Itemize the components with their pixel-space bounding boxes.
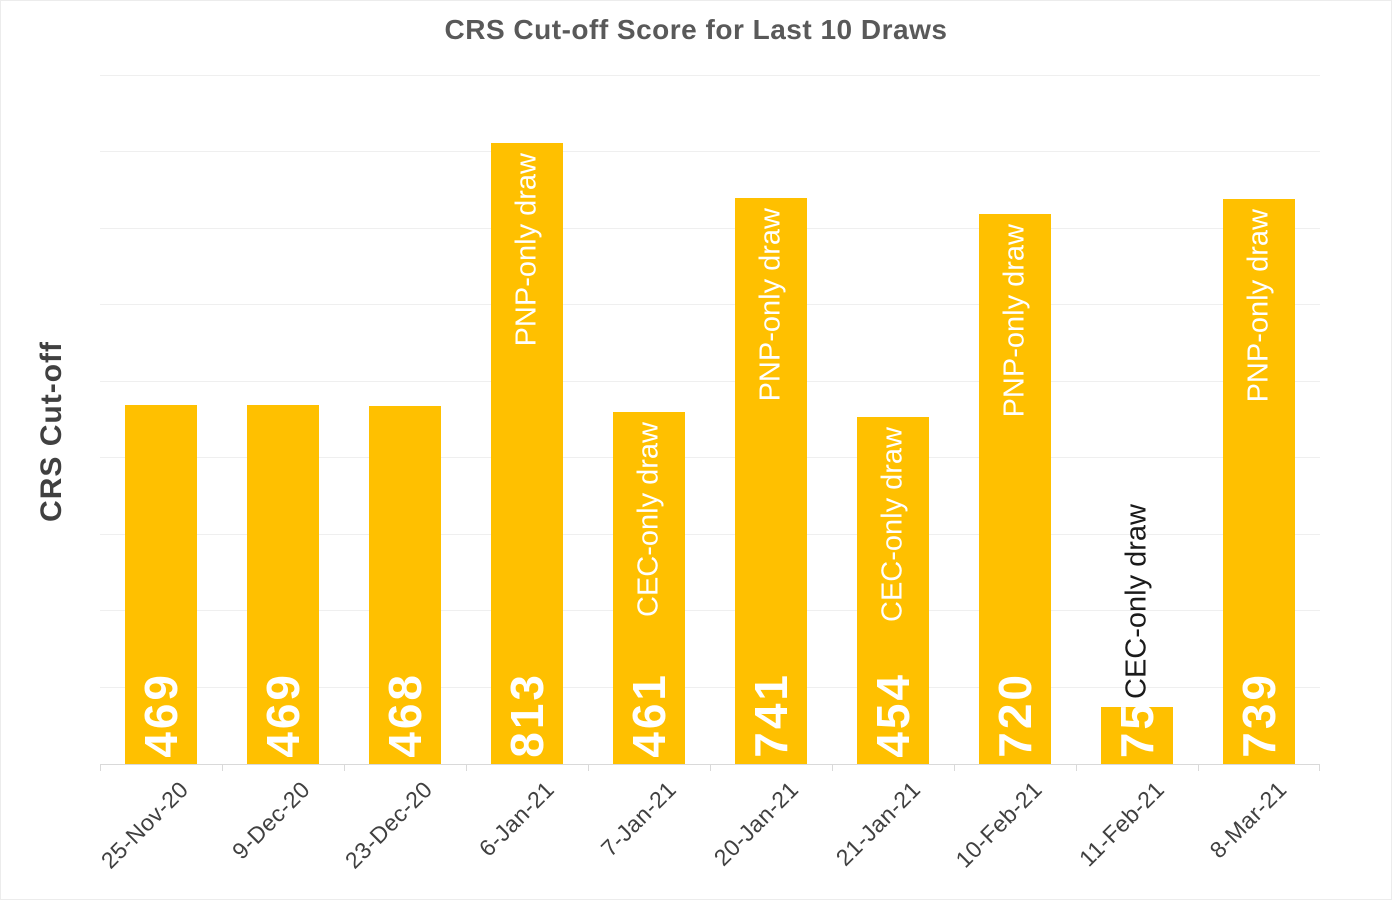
bar-annotation: CEC-only draw [1120, 503, 1153, 699]
x-axis-tick [466, 764, 467, 771]
bar-value-label: 813 [501, 672, 553, 758]
x-axis-tick [1076, 764, 1077, 771]
gridline [100, 686, 1320, 688]
bar: 739 PNP-only draw [1223, 199, 1295, 764]
y-axis-title: CRS Cut-off [35, 341, 68, 522]
bar-value-label: 739 [1233, 672, 1285, 758]
bar: 461 CEC-only draw [613, 411, 685, 764]
plot-area: 469 25-Nov-20 469 9-Dec-20 468 23-Dec-20 813 PN… [96, 75, 1320, 874]
bar-value-label: 454 [867, 672, 919, 758]
gridline [100, 227, 1320, 229]
bar-value-label: 468 [379, 672, 431, 758]
bar-slot: 741 PNP-only draw 20-Jan-21 [709, 76, 832, 871]
x-axis-tick [954, 764, 955, 771]
bar: 741 PNP-only draw [735, 197, 807, 764]
x-axis-tick [1198, 764, 1199, 771]
x-axis-tick-label: 23-Dec-20 [339, 776, 438, 874]
bar-annotation: CEC-only draw [632, 421, 665, 617]
bar-annotation: PNP-only draw [1242, 209, 1275, 403]
bar: 469 [247, 405, 319, 764]
bar: 813 PNP-only draw [491, 142, 563, 764]
bar-slot: 461 CEC-only draw 7-Jan-21 [588, 76, 710, 861]
x-axis-tick-label: 8-Mar-21 [1204, 776, 1292, 864]
x-axis-tick-label: 6-Jan-21 [473, 776, 560, 862]
x-axis-tick [588, 764, 589, 771]
bar-value-label: 469 [257, 672, 309, 758]
x-axis-tick-label: 11-Feb-21 [1073, 776, 1170, 872]
gridline [100, 610, 1320, 612]
bar: 468 [369, 406, 441, 764]
bar-slot: 454 CEC-only draw 21-Jan-21 [831, 76, 954, 871]
x-axis-tick [1319, 764, 1320, 771]
bar-annotation: PNP-only draw [510, 152, 543, 346]
x-axis-tick [222, 764, 223, 771]
bar-slot: 813 PNP-only draw 6-Jan-21 [466, 76, 588, 861]
bar-slot: 739 PNP-only draw 8-Mar-21 [1198, 76, 1320, 863]
x-axis-tick-label: 25-Nov-20 [95, 776, 194, 874]
gridline [100, 75, 1320, 76]
chart-title: CRS Cut-off Score for Last 10 Draws [444, 14, 948, 45]
x-axis-tick-label: 7-Jan-21 [595, 776, 682, 862]
x-axis-tick [344, 764, 345, 771]
bar: 720 PNP-only draw [979, 213, 1051, 764]
bar-value-label: 720 [989, 672, 1041, 758]
bar: 454 CEC-only draw [857, 416, 929, 764]
gridline [100, 457, 1320, 459]
gridline [100, 304, 1320, 306]
x-axis-tick-label: 10-Feb-21 [950, 776, 1048, 873]
x-axis-tick-label: 20-Jan-21 [708, 776, 804, 871]
bar-annotation: PNP-only draw [754, 207, 787, 401]
x-axis-tick [710, 764, 711, 771]
bar-slot: 469 25-Nov-20 [96, 76, 222, 874]
x-axis-tick [100, 764, 101, 771]
bar: 75 [1101, 701, 1173, 764]
x-axis-tick-label: 9-Dec-20 [227, 776, 316, 865]
bar-annotation: PNP-only draw [998, 223, 1031, 418]
bar-value-label: 741 [745, 672, 797, 758]
bar-slot: 468 23-Dec-20 [340, 76, 466, 874]
bar-annotation: CEC-only draw [876, 426, 909, 622]
bar-slot: 75 CEC-only draw 11-Feb-21 [1074, 76, 1198, 871]
bar-value-label: 75 [1111, 700, 1163, 758]
bar-slot: 720 PNP-only draw 10-Feb-21 [951, 76, 1076, 873]
bar-slot: 469 9-Dec-20 [222, 76, 344, 864]
gridline [100, 533, 1320, 535]
bar-value-label: 461 [623, 672, 675, 758]
x-axis-tick [832, 764, 833, 771]
x-axis-tick-label: 21-Jan-21 [830, 776, 926, 871]
gridline [100, 151, 1320, 153]
gridline [100, 380, 1320, 382]
bar-value-label: 469 [135, 672, 187, 758]
bar: 469 [125, 405, 197, 764]
